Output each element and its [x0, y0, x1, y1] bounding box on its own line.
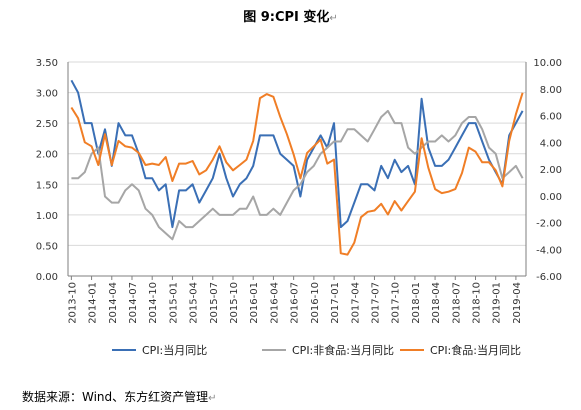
right-tick-label: 2.00	[540, 165, 562, 176]
x-tick-label: 2018-04	[431, 282, 442, 324]
left-tick-label: 2.50	[36, 119, 58, 130]
left-tick-label: 0.00	[36, 272, 58, 283]
paragraph-mark-icon: ↵	[329, 13, 338, 24]
legend-item-nonfood-cpi-label: CPI:非食品:当月同比	[292, 343, 394, 357]
source-note: 数据来源：Wind、东方红资产管理↵	[22, 388, 217, 405]
right-tick-label: 4.00	[540, 138, 562, 149]
x-tick-label: 2017-01	[330, 282, 341, 324]
x-tick-label: 2018-01	[411, 282, 422, 324]
x-tick-label: 2017-04	[350, 282, 361, 324]
left-tick-label: 1.50	[36, 180, 58, 191]
x-tick-label: 2015-01	[168, 282, 179, 324]
series-line-food-cpi	[70, 92, 524, 256]
x-tick-label: 2014-07	[128, 282, 139, 324]
line-chart: 0.00 0.50 1.00 1.50 2.00 2.50 3.00 3.50 -6.00 -4…	[36, 58, 562, 357]
right-axis-ticks: -6.00 -4.00 -2.00 0.00 2.00 4.00 6.00 8.00 10.00	[533, 58, 562, 283]
x-tick-label: 2015-10	[229, 282, 240, 324]
x-tick-label: 2017-07	[370, 282, 381, 324]
left-tick-label: 0.50	[36, 241, 58, 252]
source-text: 数据来源：Wind、东方红资产管理	[22, 390, 209, 404]
series-lines	[70, 79, 524, 256]
x-tick-label: 2018-07	[451, 282, 462, 324]
right-tick-label: 10.00	[533, 58, 562, 69]
chart-title: 图 9:CPI 变化↵	[0, 6, 581, 25]
series-line-cpi	[70, 79, 524, 229]
paragraph-mark-icon: ↵	[208, 393, 217, 404]
right-tick-label: -4.00	[536, 245, 562, 256]
x-tick-label: 2016-07	[290, 282, 301, 324]
x-tick-label: 2015-04	[189, 282, 200, 324]
legend-item-food-cpi-label: CPI:食品:当月同比	[430, 343, 521, 357]
right-tick-label: 6.00	[540, 112, 562, 123]
right-tick-label: 8.00	[540, 85, 562, 96]
left-axis-ticks: 0.00 0.50 1.00 1.50 2.00 2.50 3.00 3.50	[36, 58, 58, 283]
legend-item-cpi-label: CPI:当月同比	[142, 343, 207, 357]
x-tick-label: 2015-07	[209, 282, 220, 324]
x-tick-label: 2019-01	[492, 282, 503, 324]
x-tick-label: 2016-04	[269, 282, 280, 324]
x-tick-label: 2014-04	[108, 282, 119, 324]
chart-title-text: 图 9:CPI 变化	[243, 10, 330, 25]
x-tick-label: 2018-10	[471, 282, 482, 324]
x-tick-label: 2014-01	[88, 282, 99, 324]
legend: CPI:当月同比 CPI:非食品:当月同比 CPI:食品:当月同比	[112, 343, 521, 357]
left-tick-label: 2.00	[36, 150, 58, 161]
right-tick-label: -6.00	[536, 272, 562, 283]
x-tick-label: 2013-10	[67, 282, 78, 324]
left-tick-label: 3.00	[36, 89, 58, 100]
x-axis-ticks: 2013-10 2014-01 2014-04 2014-07 2014-10 2015-…	[67, 276, 523, 324]
x-tick-label: 2014-10	[148, 282, 159, 324]
right-tick-label: 0.00	[540, 192, 562, 203]
left-tick-label: 3.50	[36, 58, 58, 69]
x-tick-label: 2016-10	[310, 282, 321, 324]
x-tick-label: 2019-04	[512, 282, 523, 324]
x-tick-label: 2017-10	[391, 282, 402, 324]
x-tick-label: 2016-01	[249, 282, 260, 324]
series-line-nonfood-cpi	[71, 109, 524, 241]
right-tick-label: -2.00	[536, 219, 562, 230]
left-tick-label: 1.00	[36, 211, 58, 222]
